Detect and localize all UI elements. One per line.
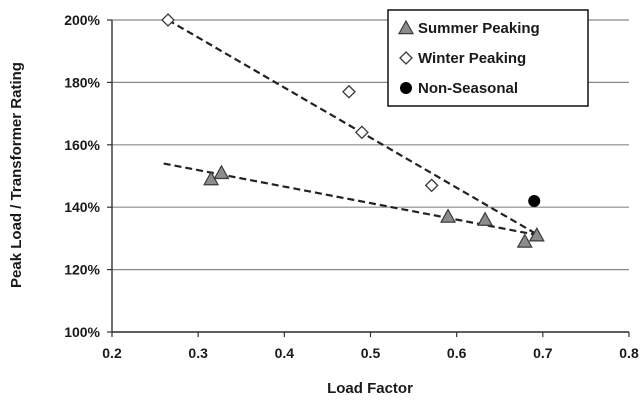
x-tick-label: 0.3	[188, 345, 208, 361]
summer-peaking-point	[213, 164, 230, 180]
y-tick-label: 160%	[64, 137, 100, 153]
summer-peaking-point	[477, 211, 494, 226]
winter-peaking-point	[161, 13, 175, 27]
y-tick-label: 140%	[64, 199, 100, 215]
winter-peaking-point	[424, 178, 439, 193]
legend-non-seasonal-marker	[400, 82, 412, 94]
y-tick-label: 100%	[64, 324, 100, 340]
summer-peaking-point	[440, 208, 457, 223]
axes	[107, 19, 630, 337]
trendlines	[163, 19, 540, 237]
data-points	[161, 13, 545, 248]
x-tick-label: 0.7	[533, 345, 553, 361]
x-tick-label: 0.2	[102, 345, 122, 361]
legend-winter-peaking-marker	[399, 51, 413, 65]
winter-peaking-trendline	[167, 19, 540, 237]
y-tick-label: 180%	[64, 74, 100, 90]
non-seasonal-point	[528, 194, 541, 207]
summer-peaking-point	[528, 227, 545, 242]
tick-labels: 100% 120% 140% 160% 180% 200% 0.2 0.3 0.4 0.5 0.6 0…	[64, 12, 639, 361]
x-tick-label: 0.4	[275, 345, 295, 361]
x-tick-label: 0.5	[361, 345, 381, 361]
y-tick-label: 200%	[64, 12, 100, 28]
summer-peaking-point	[516, 233, 533, 248]
legend-non-seasonal-label: Non-Seasonal	[418, 80, 518, 97]
y-tick-label: 120%	[64, 262, 100, 278]
x-tick-label: 0.8	[619, 345, 639, 361]
legend: Summer Peaking Winter Peaking Non-Seasonal	[387, 9, 589, 107]
summer-peaking-trendline	[163, 162, 539, 237]
winter-peaking-point	[342, 84, 356, 99]
y-axis-title: Peak Load / Transformer Rating	[8, 62, 25, 288]
legend-summer-peaking-marker	[397, 19, 415, 35]
legend-winter-peaking-label: Winter Peaking	[418, 50, 526, 67]
winter-peaking-point	[354, 125, 369, 140]
x-tick-label: 0.6	[447, 345, 467, 361]
legend-summer-peaking-label: Summer Peaking	[418, 20, 540, 37]
x-axis-title: Load Factor	[327, 380, 413, 397]
legend-box	[387, 9, 589, 107]
